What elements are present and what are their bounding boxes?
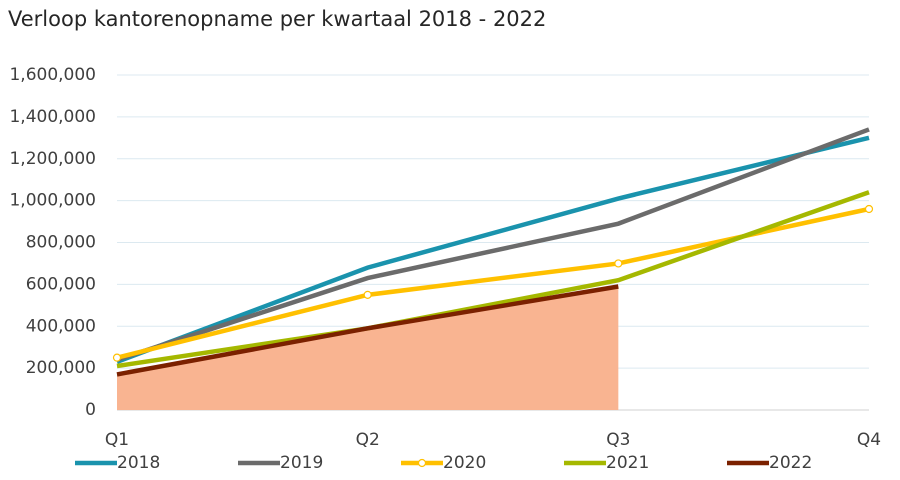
legend-label: 2018 — [117, 453, 160, 473]
y-tick-label: 600,000 — [26, 274, 96, 294]
line — [116, 135, 870, 364]
line — [116, 127, 870, 362]
marker — [864, 204, 874, 214]
y-tick-label: 1,400,000 — [9, 107, 96, 127]
area — [117, 286, 619, 410]
marker — [363, 290, 372, 299]
x-tick-label: Q2 — [356, 430, 380, 450]
y-tick-label: 400,000 — [26, 316, 96, 336]
x-tick-label: Q4 — [857, 430, 881, 450]
y-tick-label: 1,200,000 — [9, 149, 96, 169]
marker — [112, 353, 122, 362]
x-tick-label: Q1 — [105, 430, 129, 450]
x-tick-label: Q3 — [606, 430, 630, 450]
legend-marker — [417, 458, 427, 468]
legend-label: 2019 — [280, 453, 323, 473]
y-tick-label: 1,000,000 — [9, 191, 96, 211]
y-tick-label: 200,000 — [26, 358, 96, 378]
y-tick-label: 800,000 — [26, 233, 96, 253]
legend-label: 2021 — [606, 453, 649, 473]
legend-label: 2020 — [443, 453, 486, 473]
line — [116, 284, 619, 377]
y-tick-label: 1,600,000 — [9, 65, 96, 85]
y-tick-label: 0 — [85, 400, 96, 420]
legend-label: 2022 — [769, 453, 812, 473]
line — [116, 190, 870, 369]
chart-title: Verloop kantorenopname per kwartaal 2018… — [8, 7, 546, 31]
marker — [614, 259, 623, 268]
